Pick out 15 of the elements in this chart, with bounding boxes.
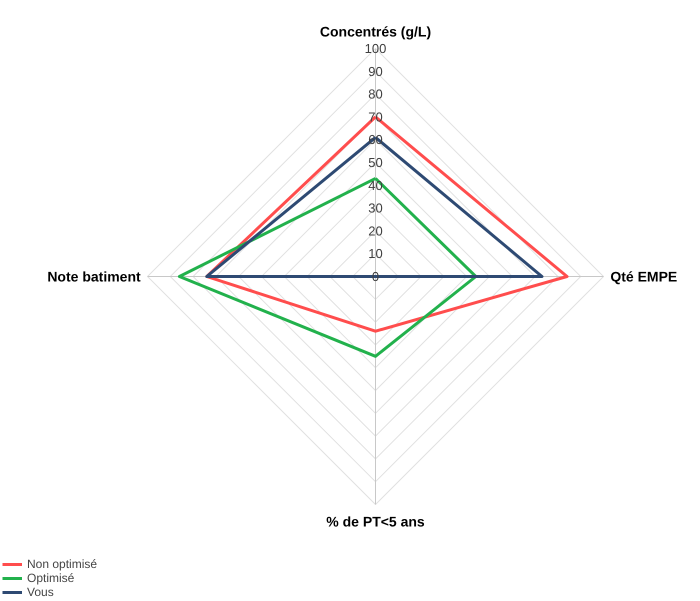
legend-label: Non optimisé [27,557,98,571]
y-tick-label: 90 [368,64,383,79]
legend-label: Vous [27,585,54,599]
legend-label: Optimisé [27,571,74,585]
y-tick-label: 30 [368,200,383,216]
y-tick-label: 20 [368,223,383,238]
spoke-label: Concentrés (g/L) [320,23,432,40]
y-tick-label: 80 [368,86,383,102]
y-tick-label: 50 [368,155,383,170]
spoke-label: Note batiment [47,268,141,284]
spoke-label: Qté EMPE [610,268,678,284]
y-tick-label: 10 [368,246,383,262]
y-tick-label: 100 [364,41,386,56]
y-tick-label: 40 [368,178,383,193]
spoke-label: % de PT<5 ans [326,514,425,530]
